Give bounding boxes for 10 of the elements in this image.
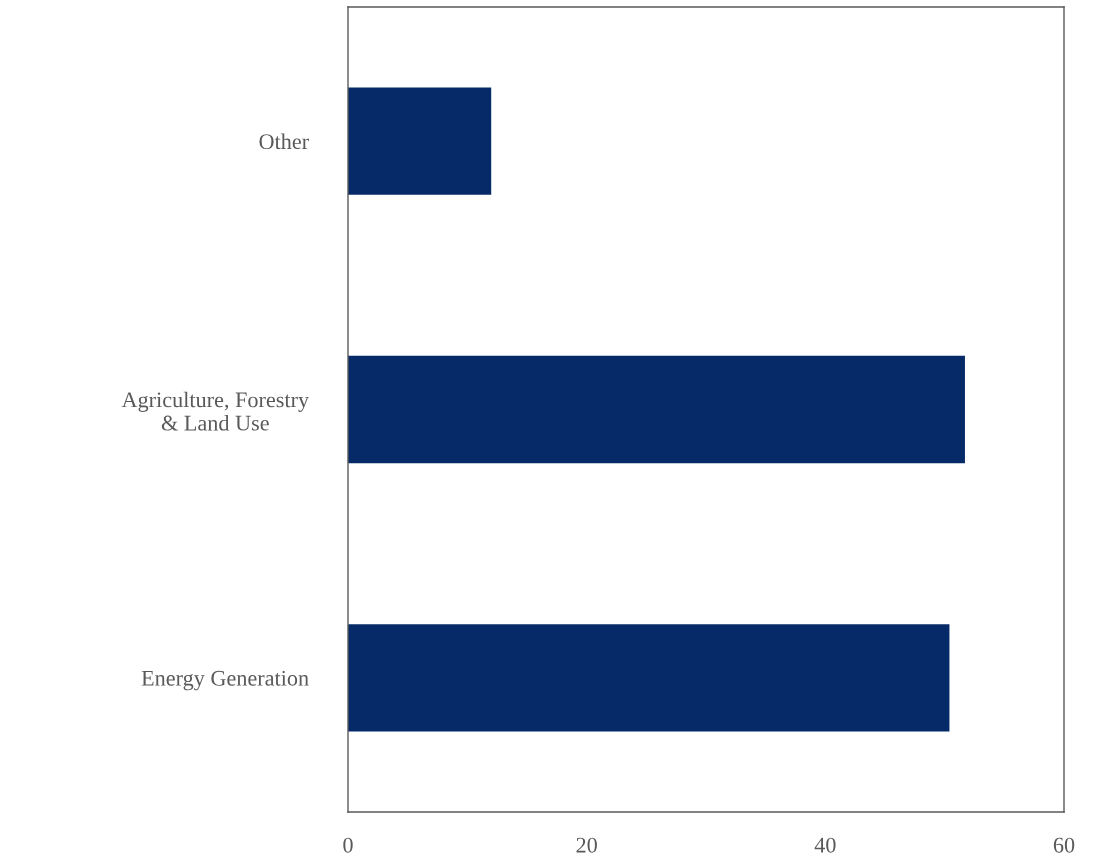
x-tick-label: 60: [1053, 837, 1075, 853]
y-tick-label: Other: [259, 133, 309, 150]
y-tick-label: Agriculture, Forestry & Land Use: [121, 391, 310, 431]
bar: [348, 355, 965, 464]
x-tick-label: 0: [343, 837, 353, 853]
x-tick-label: 20: [576, 837, 597, 853]
bar: [348, 624, 950, 732]
y-tick-label: Energy Generation: [141, 670, 309, 691]
bar: [348, 87, 492, 195]
x-tick-label: 40: [814, 837, 836, 853]
